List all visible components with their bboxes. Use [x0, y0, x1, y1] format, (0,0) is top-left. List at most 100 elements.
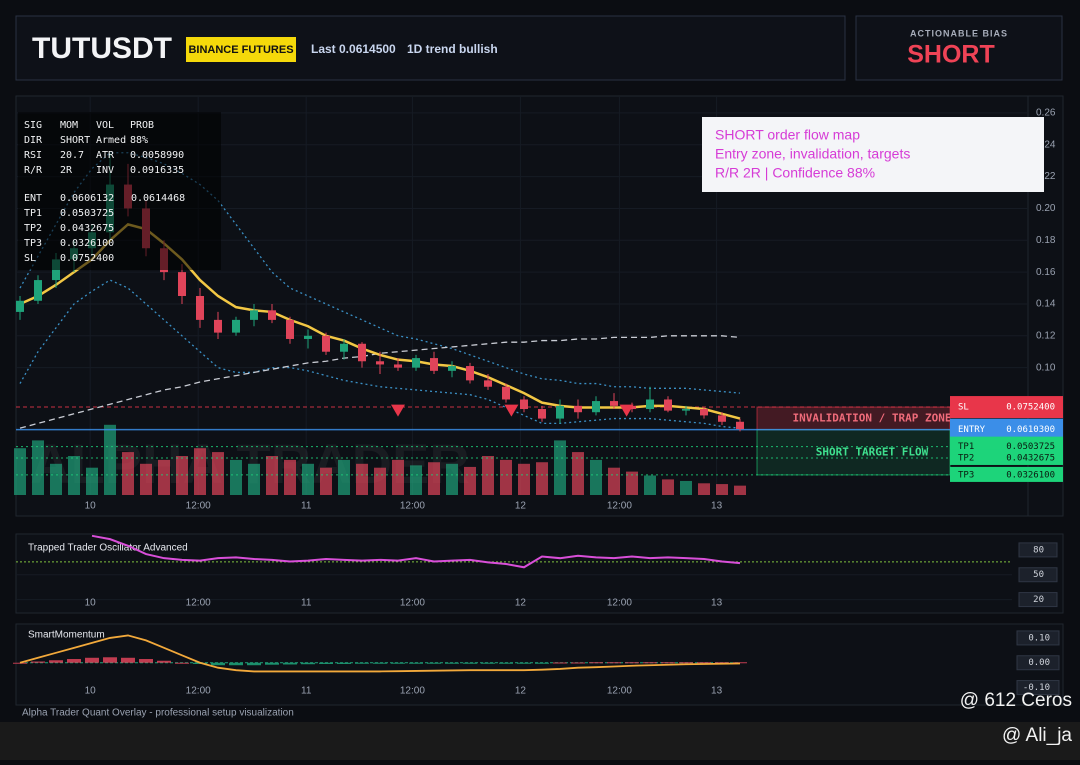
- candle-body: [196, 296, 204, 320]
- momentum-bar: [157, 660, 171, 663]
- trend: 1D trend bullish: [407, 42, 498, 56]
- bottom-bar: [0, 722, 1080, 760]
- candle-body: [664, 399, 672, 411]
- x-tick-label: 11: [301, 686, 312, 697]
- momentum-bar: [31, 661, 45, 663]
- volume-bar: [536, 462, 548, 495]
- x-tick-label: 12: [515, 598, 527, 609]
- info-text: TP1: [24, 208, 42, 219]
- x-tick-label: 12:00: [400, 598, 425, 609]
- volume-bar: [248, 463, 260, 495]
- volume-bar: [572, 452, 584, 495]
- momentum-bar: [607, 662, 621, 664]
- level-tag: [950, 466, 1063, 482]
- volume-bar: [356, 463, 368, 495]
- volume-bar: [734, 485, 746, 495]
- footer: Alpha Trader Quant Overlay - professiona…: [22, 708, 294, 719]
- volume-bar: [590, 459, 602, 495]
- info-text: R/R: [24, 165, 43, 176]
- x-tick-label: 10: [85, 501, 97, 512]
- volume-bar: [482, 456, 494, 495]
- momentum-line: [19, 634, 741, 673]
- level-price: 0.0610300: [1006, 425, 1055, 435]
- momentum-bar: [13, 662, 27, 664]
- info-text: 0.0058990: [130, 150, 184, 161]
- exchange-badge: [186, 37, 296, 62]
- info-text: TP2: [24, 223, 42, 234]
- volume-bar: [608, 467, 620, 495]
- info-text: RSI: [24, 150, 42, 161]
- volume-bar: [104, 424, 116, 495]
- candle-body: [448, 366, 456, 371]
- overlay-box: [702, 117, 1044, 192]
- momentum-bar: [301, 662, 315, 665]
- momentum-bar: [283, 662, 297, 665]
- candle-body: [718, 415, 726, 422]
- level-name: TP2: [958, 453, 974, 463]
- panel-title: SmartMomentum: [28, 630, 105, 641]
- momentum-bar: [49, 660, 63, 663]
- y-tick-label: 0.24: [1036, 139, 1056, 150]
- volume-bar: [662, 479, 674, 495]
- volume-bar: [446, 463, 458, 495]
- candle-body: [250, 310, 258, 320]
- momentum-panel: [15, 623, 1064, 706]
- header-box: [15, 15, 846, 81]
- credit: @ Ali_ja: [1002, 725, 1072, 746]
- info-text: MOM: [60, 120, 78, 131]
- short-signal: [619, 404, 634, 417]
- momentum-bar: [427, 662, 441, 664]
- level-name: TP1: [958, 442, 974, 452]
- info-text: 2R: [60, 165, 73, 176]
- momentum-bar: [175, 662, 189, 664]
- volume-bar: [554, 440, 566, 495]
- momentum-bar: [265, 662, 279, 665]
- candle-body: [556, 405, 564, 419]
- x-tick-label: 12:00: [186, 501, 211, 512]
- volume-bar: [500, 459, 512, 495]
- info-text: 0.0614468: [131, 193, 185, 204]
- y-tick-box: [1016, 680, 1060, 696]
- candle-body: [214, 319, 222, 333]
- volume-bar: [320, 467, 332, 495]
- candle-body: [286, 319, 294, 339]
- volume-bar: [158, 459, 170, 495]
- volume-bar: [212, 452, 224, 495]
- y-tick-box: [1018, 542, 1058, 558]
- level-tag: [950, 418, 1063, 441]
- level-tag: [950, 449, 1063, 465]
- volume-bar: [464, 466, 476, 495]
- candle-body: [178, 272, 186, 296]
- candle-body: [736, 421, 744, 430]
- momentum-bar: [571, 662, 585, 664]
- info-text: 0.0916335: [130, 165, 184, 176]
- volume-bar: [302, 463, 314, 495]
- y-tick-label: 0.22: [1036, 171, 1056, 182]
- momentum-bar: [121, 657, 135, 663]
- indicator-line: [19, 335, 741, 429]
- candle-body: [268, 310, 276, 320]
- momentum-bar: [535, 662, 549, 664]
- y-tick-label: -0.10: [1023, 683, 1050, 693]
- momentum-bar: [625, 662, 639, 664]
- momentum-bar: [481, 662, 495, 664]
- momentum-bar: [139, 659, 153, 663]
- x-tick-label: 12: [515, 686, 527, 697]
- momentum-bar: [67, 659, 81, 663]
- candle-body: [610, 401, 618, 406]
- momentum-bar: [499, 662, 513, 664]
- x-tick-label: 10: [85, 686, 97, 697]
- volume-bar: [716, 484, 728, 495]
- candle-body: [502, 386, 510, 400]
- candle-body: [322, 335, 330, 352]
- level-name: SL: [958, 403, 969, 413]
- y-tick-box: [1016, 655, 1060, 671]
- momentum-bar: [679, 662, 693, 664]
- volume-bar: [266, 456, 278, 495]
- momentum-bar: [445, 662, 459, 664]
- info-text: PROB: [130, 120, 154, 131]
- volume-bar: [626, 471, 638, 495]
- candle-body: [430, 358, 438, 371]
- volume-bar: [392, 459, 404, 495]
